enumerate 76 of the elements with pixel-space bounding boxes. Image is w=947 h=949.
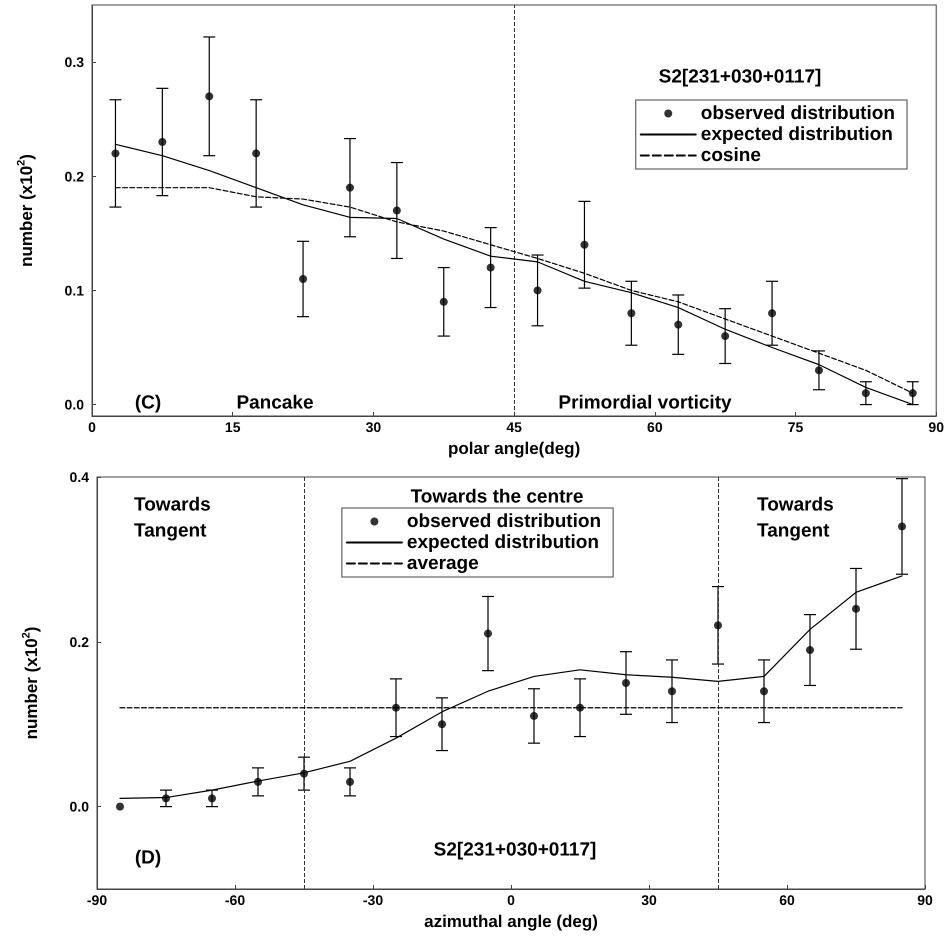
point (158, 138, 166, 146)
legend-label: observed distribution (406, 511, 602, 532)
point (862, 389, 870, 398)
x-tick-label: 90 (917, 892, 933, 908)
point (806, 646, 814, 654)
y-tick-label: 0.1 (64, 282, 84, 298)
point (714, 621, 722, 630)
x-tick-label: 0 (507, 892, 516, 908)
annotation: (C) (134, 392, 162, 414)
point (852, 604, 860, 613)
point (208, 794, 216, 802)
point (622, 679, 630, 687)
point (116, 802, 124, 811)
point (486, 264, 495, 272)
annotation: S2[231+030+0117] (434, 840, 596, 860)
legend-label: cosine (700, 145, 761, 166)
point (438, 720, 446, 728)
point (392, 206, 401, 214)
x-tick-label: 0 (88, 419, 96, 435)
annotation: Towards Tangent (134, 494, 211, 542)
x-axis-title: azimuthal angle (deg) (424, 912, 598, 931)
point (768, 309, 776, 318)
point (627, 309, 636, 318)
point (252, 149, 260, 158)
point (392, 704, 400, 712)
annotation: Primordial vorticity (558, 392, 732, 414)
legend-label: observed distribution (700, 103, 896, 124)
point (814, 366, 823, 374)
x-tick-label: 15 (224, 419, 241, 435)
legend-label: expected distribution (700, 124, 893, 145)
point (205, 92, 214, 100)
point (346, 184, 354, 192)
x-tick-label: 60 (647, 419, 663, 435)
x-tick-label: 30 (641, 892, 657, 908)
point (440, 298, 448, 306)
point (674, 320, 682, 329)
y-axis-title: number (x102) (20, 626, 41, 740)
annotation: Towards the centre (410, 486, 584, 508)
annotation: Pancake (236, 392, 314, 414)
x-tick-label: -30 (362, 892, 384, 908)
x-tick-label: -90 (86, 892, 108, 908)
y-tick-label: 0.2 (70, 634, 90, 650)
point (580, 240, 588, 249)
x-tick-label: -60 (224, 892, 246, 908)
annotation: Towards Tangent (757, 494, 834, 542)
point (721, 332, 730, 340)
y-tick-label: 0.2 (64, 168, 84, 184)
x-tick-label: 60 (779, 892, 795, 908)
legend-label: expected distribution (406, 532, 600, 553)
x-axis-title: polar angle(deg) (448, 439, 580, 458)
annotation: S2[231+030+0117] (658, 66, 822, 88)
point (668, 687, 676, 696)
y-tick-label: 0.3 (64, 54, 84, 70)
y-tick-label: 0.4 (70, 469, 90, 485)
point (300, 770, 308, 778)
annotation: (D) (134, 848, 162, 868)
point (254, 778, 262, 786)
point (576, 704, 584, 712)
point (898, 522, 906, 530)
point (346, 778, 354, 786)
point (760, 687, 768, 696)
point (299, 275, 308, 283)
x-tick-label: 45 (506, 419, 522, 435)
x-tick-label: 90 (928, 419, 944, 435)
legend-label: average (406, 553, 479, 574)
y-tick-label: 0.0 (64, 396, 84, 413)
point (484, 630, 492, 638)
point (162, 794, 170, 802)
x-tick-label: 30 (366, 419, 382, 435)
x-tick-label: 75 (788, 419, 804, 435)
point (534, 286, 542, 294)
point (530, 712, 538, 720)
y-axis-title: number (x102) (16, 154, 36, 267)
point (908, 389, 917, 398)
point (111, 149, 120, 158)
y-tick-label: 0.0 (70, 798, 90, 815)
